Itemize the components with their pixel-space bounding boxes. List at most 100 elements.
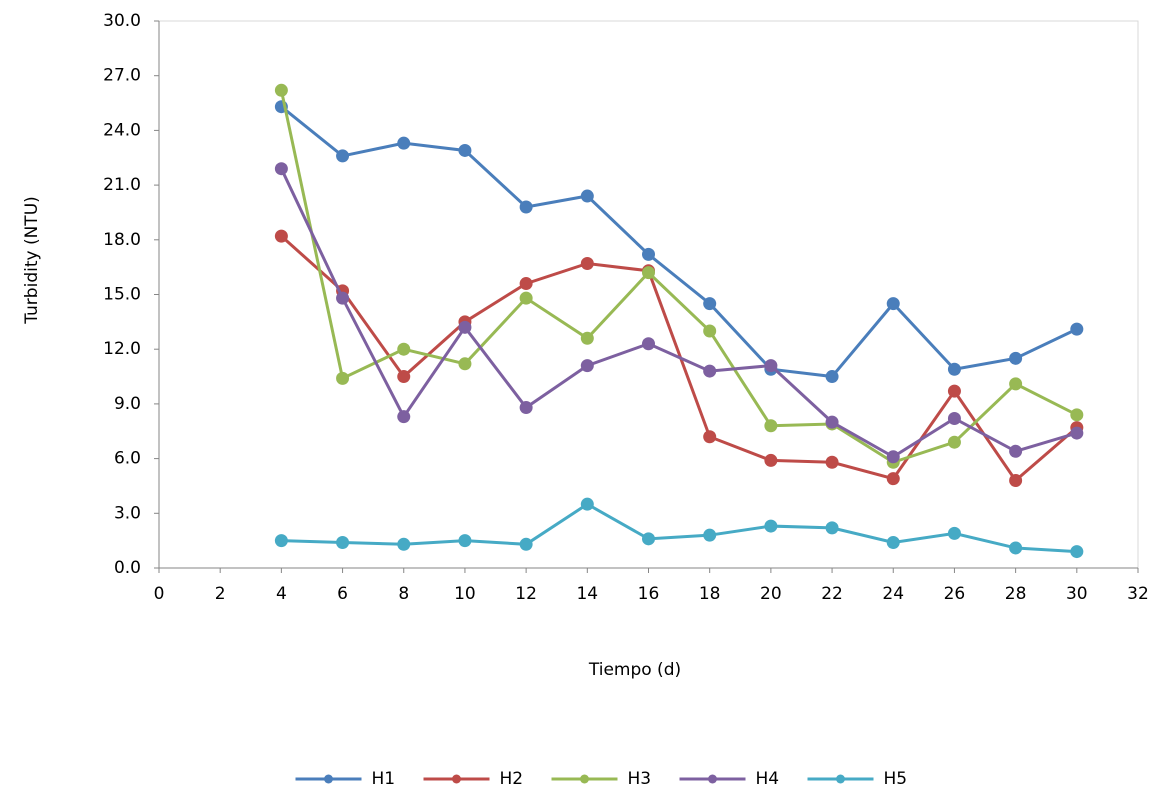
y-tick-label: 18.0 bbox=[103, 230, 141, 250]
data-point bbox=[519, 537, 533, 551]
data-point bbox=[458, 357, 472, 371]
x-tick-label: 32 bbox=[1127, 584, 1149, 604]
y-tick-label: 15.0 bbox=[103, 285, 141, 305]
series-line bbox=[281, 502, 1077, 554]
legend-marker bbox=[580, 774, 589, 784]
data-point bbox=[458, 143, 472, 157]
data-point bbox=[764, 519, 778, 533]
data-point bbox=[336, 149, 350, 163]
data-point bbox=[1070, 408, 1084, 422]
data-point bbox=[1070, 322, 1084, 336]
plot-area bbox=[158, 20, 1139, 569]
series-line bbox=[280, 235, 1078, 483]
data-point bbox=[947, 384, 961, 398]
x-tick-label: 28 bbox=[1005, 584, 1027, 604]
data-point bbox=[1009, 444, 1023, 458]
data-point bbox=[397, 410, 411, 424]
data-point bbox=[274, 534, 288, 548]
data-point bbox=[825, 415, 839, 429]
x-tick-label: 24 bbox=[882, 584, 904, 604]
y-tick-label: 12.0 bbox=[103, 339, 141, 359]
legend-marker bbox=[452, 774, 461, 784]
data-point bbox=[1009, 473, 1023, 487]
data-point bbox=[580, 331, 594, 345]
legend-marker bbox=[324, 774, 333, 784]
data-point bbox=[886, 297, 900, 311]
data-point bbox=[764, 419, 778, 433]
data-point bbox=[580, 257, 594, 271]
y-tick-label: 27.0 bbox=[103, 66, 141, 86]
data-point bbox=[703, 528, 717, 542]
data-point bbox=[703, 324, 717, 338]
data-point bbox=[336, 371, 350, 385]
data-point bbox=[274, 229, 288, 243]
y-tick-label: 0.0 bbox=[114, 558, 141, 578]
x-axis-title: Tiempo (d) bbox=[588, 660, 681, 680]
data-point bbox=[1009, 377, 1023, 391]
legend-label: H4 bbox=[756, 769, 780, 789]
data-point bbox=[519, 401, 533, 415]
x-tick-label: 8 bbox=[398, 584, 409, 604]
y-tick-label: 9.0 bbox=[114, 394, 141, 414]
data-point bbox=[519, 200, 533, 214]
x-tick-label: 30 bbox=[1066, 584, 1088, 604]
data-point bbox=[947, 362, 961, 376]
data-point bbox=[458, 320, 472, 334]
data-point bbox=[274, 162, 288, 176]
data-point bbox=[703, 430, 717, 444]
legend-marker bbox=[836, 774, 845, 784]
data-point bbox=[274, 83, 288, 97]
series-line bbox=[279, 89, 1078, 464]
x-tick-label: 14 bbox=[576, 584, 598, 604]
data-point bbox=[397, 537, 411, 551]
y-tick-label: 30.0 bbox=[103, 11, 141, 31]
data-point bbox=[580, 497, 594, 511]
data-point bbox=[825, 455, 839, 469]
data-point bbox=[580, 359, 594, 373]
data-point bbox=[947, 411, 961, 425]
data-point bbox=[642, 247, 655, 261]
data-point bbox=[397, 136, 411, 150]
data-point bbox=[1009, 351, 1023, 365]
data-point bbox=[336, 291, 350, 305]
y-tick-label: 6.0 bbox=[114, 449, 141, 469]
data-point bbox=[764, 359, 778, 373]
data-point bbox=[886, 535, 900, 549]
data-point bbox=[642, 337, 655, 351]
data-point bbox=[886, 472, 900, 486]
y-axis-title: Turbidity (NTU) bbox=[22, 196, 42, 325]
y-tick-label: 3.0 bbox=[114, 503, 141, 523]
data-point bbox=[519, 277, 533, 291]
data-point bbox=[947, 526, 961, 540]
legend-label: H5 bbox=[884, 769, 908, 789]
legend-marker bbox=[708, 774, 717, 784]
series-line bbox=[280, 168, 1078, 459]
data-point bbox=[642, 266, 655, 280]
data-point bbox=[825, 521, 839, 535]
data-point bbox=[886, 450, 900, 464]
legend-label: H2 bbox=[500, 769, 524, 789]
data-point bbox=[397, 370, 411, 384]
x-tick-label: 4 bbox=[276, 584, 287, 604]
data-point bbox=[1070, 426, 1084, 440]
data-point bbox=[519, 291, 533, 305]
data-point bbox=[580, 189, 594, 203]
x-tick-label: 12 bbox=[515, 584, 537, 604]
x-tick-label: 6 bbox=[337, 584, 348, 604]
data-point bbox=[336, 535, 350, 549]
data-point bbox=[1070, 545, 1084, 559]
x-tick-label: 0 bbox=[154, 584, 165, 604]
y-tick-label: 21.0 bbox=[103, 175, 141, 195]
data-point bbox=[703, 297, 717, 311]
x-tick-label: 16 bbox=[638, 584, 660, 604]
x-tick-label: 22 bbox=[821, 584, 843, 604]
series-line bbox=[280, 105, 1078, 379]
data-point bbox=[947, 435, 961, 449]
data-point bbox=[764, 453, 778, 467]
y-tick-label: 24.0 bbox=[103, 120, 141, 140]
x-tick-label: 2 bbox=[215, 584, 226, 604]
data-point bbox=[703, 364, 717, 378]
x-tick-label: 26 bbox=[944, 584, 966, 604]
legend-label: H3 bbox=[628, 769, 652, 789]
